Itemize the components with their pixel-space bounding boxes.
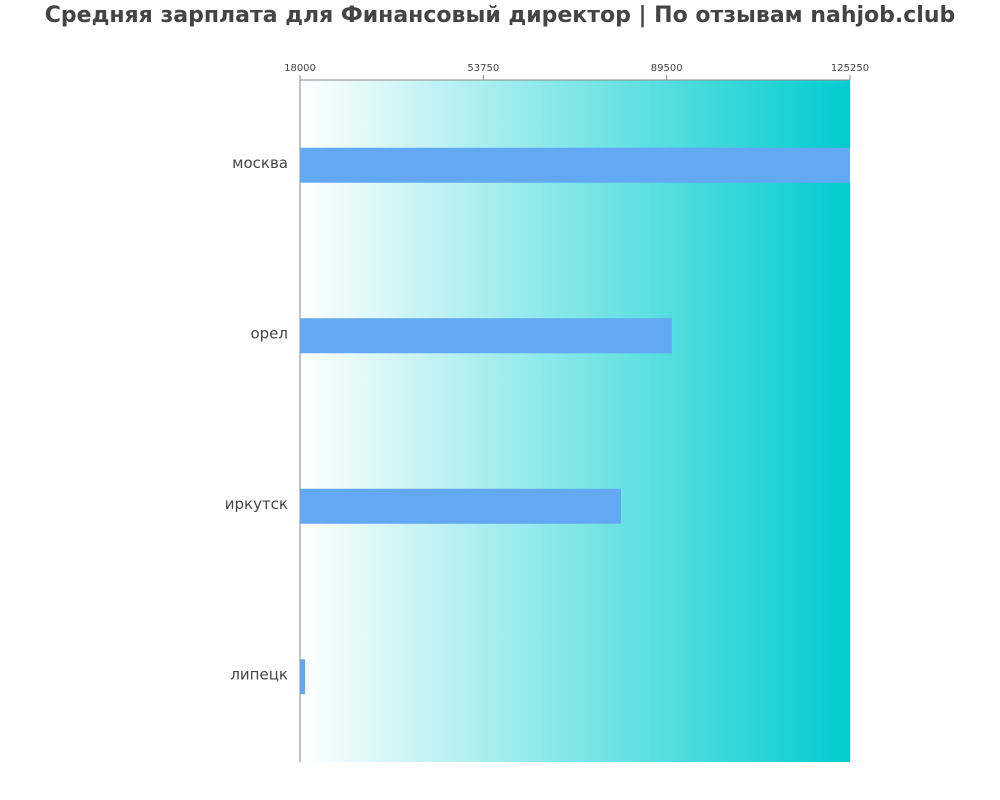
x-tick-label: 89500 (651, 63, 683, 74)
x-tick-label: 53750 (467, 63, 499, 74)
x-tick-label: 18000 (284, 63, 316, 74)
plot-background (300, 80, 850, 762)
y-tick-label: орел (250, 324, 288, 342)
bar (300, 147, 850, 183)
x-tick-label: 125250 (831, 63, 869, 74)
chart-title: Средняя зарплата для Финансовый директор… (45, 3, 956, 28)
bar (300, 659, 306, 695)
bar (300, 488, 622, 524)
y-tick-label: липецк (230, 665, 288, 683)
y-tick-label: иркутск (225, 495, 288, 513)
bar (300, 318, 672, 354)
y-tick-label: москва (232, 154, 288, 172)
